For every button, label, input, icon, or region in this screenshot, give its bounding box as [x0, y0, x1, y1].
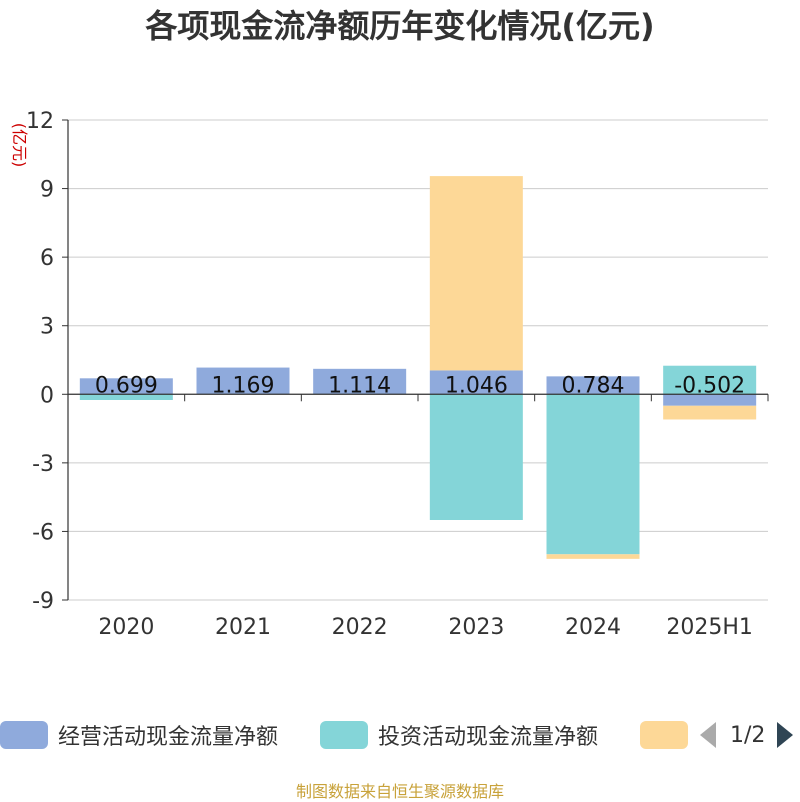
bar-2-2020[interactable] — [79, 394, 173, 400]
data-label: 0.784 — [562, 373, 625, 398]
bar-1-2023[interactable] — [429, 370, 523, 395]
y-tick-label: 0 — [40, 383, 54, 408]
grid-lines — [68, 119, 768, 601]
x-tick-label: 2022 — [332, 615, 388, 640]
data-labels: 0.699 1.169 1.114 1.046 0.784 -0.502 — [95, 373, 745, 398]
y-tick-label: 6 — [40, 246, 54, 271]
legend-item-third[interactable] — [640, 718, 688, 752]
legend-prev-arrow-icon[interactable] — [700, 722, 716, 748]
data-label: 0.699 — [95, 373, 158, 398]
y-tick-label: 9 — [40, 178, 54, 203]
data-label: 1.114 — [328, 373, 391, 398]
data-label: 1.046 — [445, 373, 508, 398]
data-label: -0.502 — [674, 373, 745, 398]
legend-swatch-investing — [320, 721, 368, 749]
bar-1-2020[interactable] — [79, 378, 173, 395]
y-tick-label: 3 — [40, 315, 54, 340]
x-tick-label: 2023 — [448, 615, 504, 640]
legend-item-operating[interactable]: 经营活动现金流量净额 — [0, 718, 278, 752]
chart-area: 各项现金流净额历年变化情况(亿元) (亿元) 12 9 6 3 0 -3 -6 -9 2020 2… — [10, 7, 769, 640]
bar-2-2024[interactable] — [546, 394, 640, 555]
bar-1-2021[interactable] — [196, 367, 290, 395]
legend: 经营活动现金流量净额 投资活动现金流量净额 1/2 — [0, 718, 800, 752]
legend-page-indicator: 1/2 — [730, 722, 766, 748]
legend-label-operating: 经营活动现金流量净额 — [58, 725, 279, 750]
x-tick-label: 2024 — [565, 615, 621, 640]
x-tick-label: 2020 — [98, 615, 154, 640]
y-axis-label: (亿元) — [10, 123, 29, 168]
bar-1-2024[interactable] — [546, 376, 640, 395]
legend-label-investing: 投资活动现金流量净额 — [378, 725, 599, 750]
y-tick-label: -3 — [32, 452, 54, 477]
x-tick-label: 2025H1 — [666, 615, 753, 640]
bar-3-2024[interactable] — [546, 554, 640, 559]
legend-swatch-third — [640, 721, 688, 749]
bar-3-2023[interactable] — [429, 176, 523, 371]
bar-2-2023[interactable] — [429, 394, 523, 520]
data-source-note: 制图数据来自恒生聚源数据库 — [295, 782, 504, 801]
chart-title: 各项现金流净额历年变化情况(亿元) — [145, 7, 654, 45]
legend-pager: 1/2 — [700, 718, 794, 752]
bar-2-2025H1[interactable] — [663, 365, 757, 395]
legend-item-investing[interactable]: 投资活动现金流量净额 — [320, 718, 598, 752]
data-label: 1.169 — [212, 373, 275, 398]
axes: 12 9 6 3 0 -3 -6 -9 2020 2021 2022 2023 2024 2025H1 — [26, 109, 769, 640]
legend-next-arrow-icon[interactable] — [777, 722, 794, 748]
bar-1-2025H1[interactable] — [663, 394, 757, 406]
x-tick-label: 2021 — [215, 615, 271, 640]
bar-1-2022[interactable] — [313, 368, 407, 395]
bar-3-2025H1[interactable] — [663, 405, 757, 420]
y-tick-label: -9 — [32, 589, 54, 614]
y-tick-label: -6 — [32, 520, 54, 545]
legend-swatch-operating — [0, 721, 48, 749]
bar-series — [79, 176, 757, 559]
y-tick-label: 12 — [26, 109, 54, 134]
